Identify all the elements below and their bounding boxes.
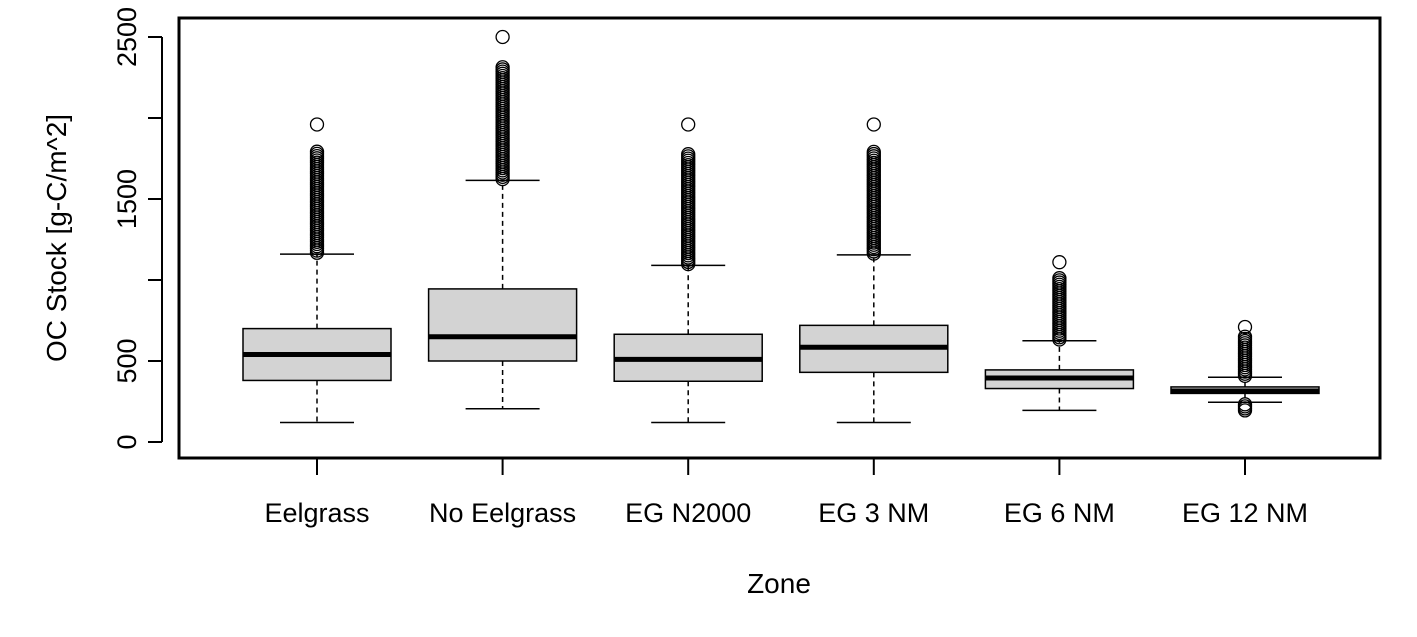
x-tick-label: No Eelgrass <box>429 498 576 528</box>
y-tick-label: 2500 <box>112 7 142 67</box>
box-group <box>984 255 1135 412</box>
outlier-point <box>1052 255 1067 270</box>
outlier-point <box>1237 329 1253 344</box>
outliers <box>866 117 881 261</box>
boxes-layer <box>242 29 1320 424</box>
box-group <box>613 117 763 424</box>
outlier-point <box>495 60 510 75</box>
outlier-point <box>681 147 696 162</box>
x-tick-label: EG 6 NM <box>1004 498 1115 528</box>
outlier-point <box>1052 271 1067 286</box>
box-group <box>427 29 578 410</box>
outlier-point <box>495 29 510 45</box>
x-tick-label: EG 3 NM <box>818 498 929 528</box>
outlier-point <box>1237 319 1253 335</box>
outliers <box>1237 319 1253 418</box>
x-axis: Eelgrass No Eelgrass EG N2000 EG 3 NM EG 6 N… <box>264 457 1308 528</box>
x-tick-label: EG 12 NM <box>1182 498 1308 528</box>
box-group <box>799 117 949 424</box>
outlier-point <box>681 117 696 132</box>
y-tick-label: 0 <box>112 434 142 449</box>
box-group <box>1170 319 1320 418</box>
y-tick-label: 500 <box>112 338 142 383</box>
x-tick-label: EG N2000 <box>625 498 751 528</box>
box-iqr <box>427 288 578 362</box>
outlier-point <box>309 117 325 132</box>
x-tick-label: Eelgrass <box>264 498 369 528</box>
outliers <box>1052 255 1067 347</box>
y-tick-label: 1500 <box>112 169 142 229</box>
x-axis-title: Zone <box>747 568 811 599</box>
outliers <box>309 117 325 260</box>
y-axis-title: OC Stock [g-C/m^2] <box>41 114 72 362</box>
outlier-point <box>866 144 881 160</box>
outliers <box>681 117 696 272</box>
outlier-point <box>1237 403 1253 418</box>
outliers <box>495 29 510 187</box>
outlier-point <box>866 117 881 132</box>
box-group <box>242 117 392 424</box>
y-axis: 0 500 1500 2500 <box>112 7 163 450</box>
outlier-point <box>309 144 325 159</box>
